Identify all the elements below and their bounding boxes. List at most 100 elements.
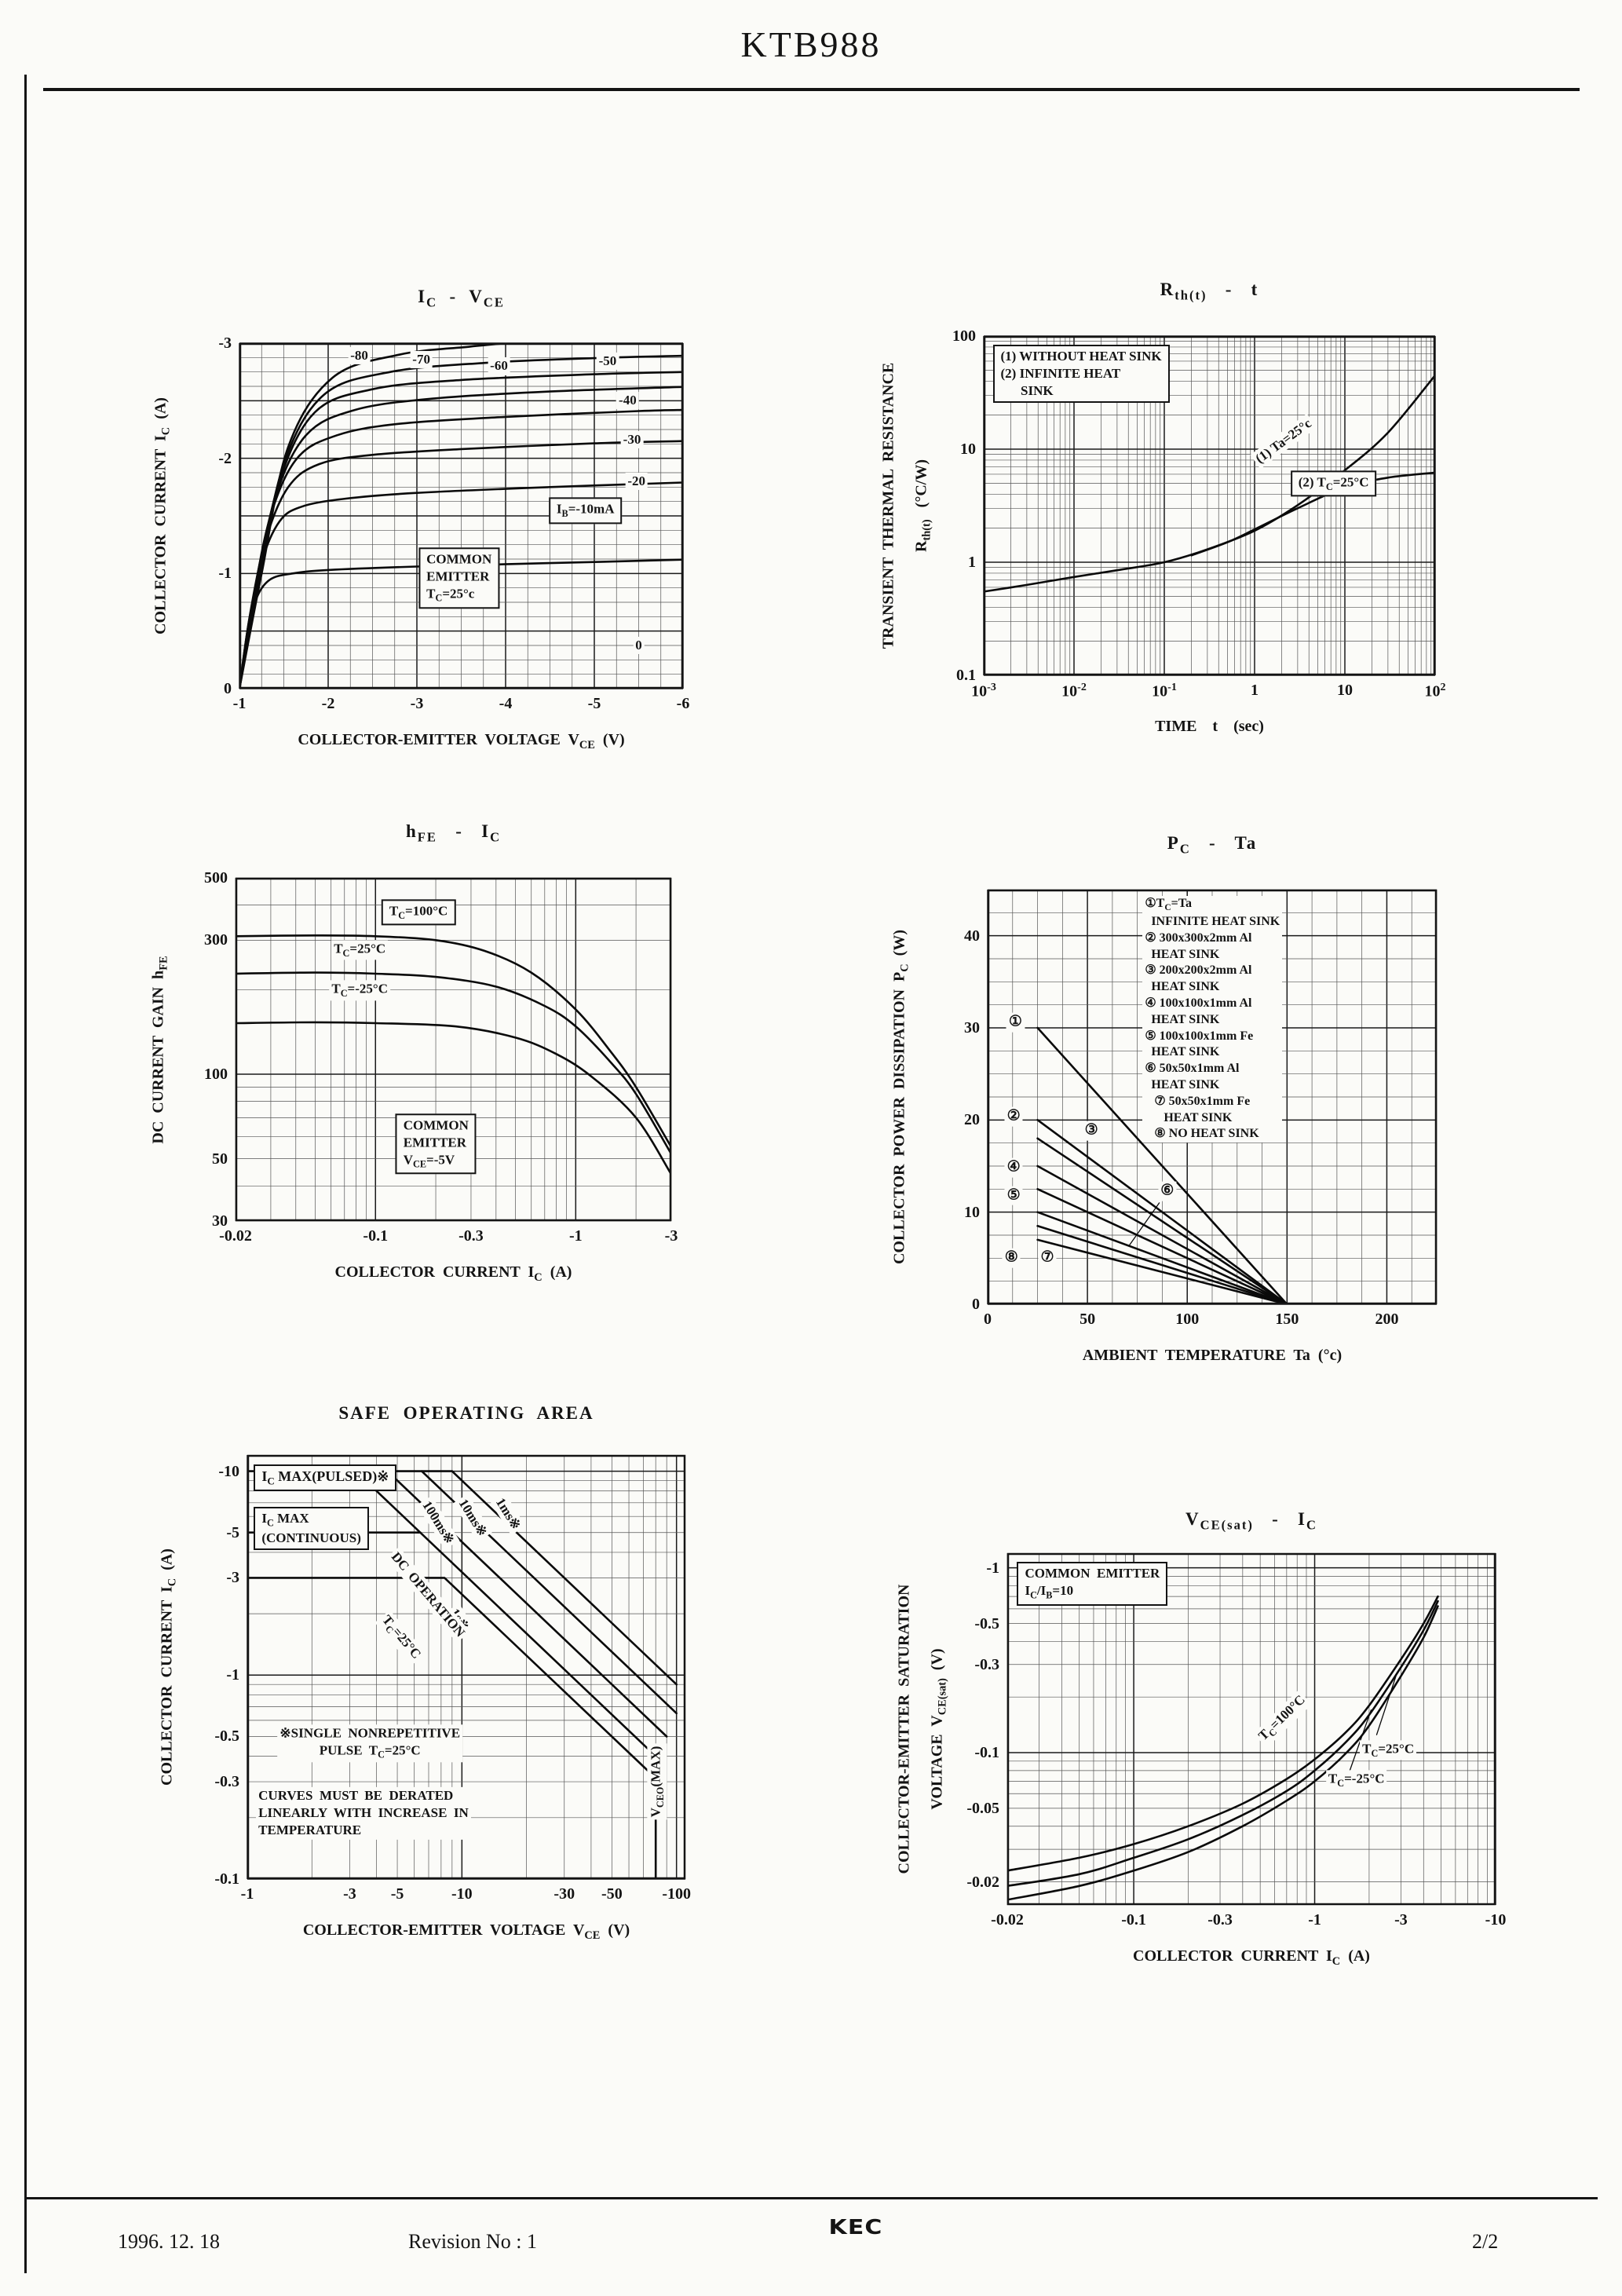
x-tick-label: -100 bbox=[662, 1885, 692, 1903]
plot-border bbox=[983, 335, 1436, 676]
y-tick-label: -0.3 bbox=[974, 1655, 999, 1673]
x-tick-label: -4 bbox=[499, 695, 513, 712]
curve-Tc=25C bbox=[1007, 1600, 1439, 1888]
curve-3-200x200x2mm-Al bbox=[1036, 1137, 1288, 1304]
x-tick-label: 10-2 bbox=[1061, 682, 1087, 700]
annotation: TC=-25°C bbox=[1325, 1770, 1387, 1790]
annotation: VCEO(MAX) bbox=[647, 1743, 667, 1820]
x-axis-title: COLLECTOR-EMITTER VOLTAGE VCE (V) bbox=[298, 731, 625, 751]
annotation: (1) WITHOUT HEAT SINK (2) INFINITE HEAT S… bbox=[992, 344, 1170, 404]
y-tick-label: -1 bbox=[986, 1559, 999, 1577]
x-tick-label: -1 bbox=[240, 1885, 254, 1903]
x-tick-label: -1 bbox=[568, 1227, 583, 1245]
annotation: ③ bbox=[1082, 1121, 1101, 1141]
chart-vcesat-ic: VCE(sat) - IC -0.02 -0.1 -0.3 -1 -3 -10 -1 -0.5 -… bbox=[895, 1509, 1506, 1968]
plot-canvas-ic-vce bbox=[239, 342, 684, 689]
curve-Tc=100C bbox=[1007, 1605, 1439, 1901]
left-border-rule bbox=[24, 75, 27, 2273]
y-tick-label: 30 bbox=[212, 1212, 228, 1230]
chart-ic-vce: IC - VCE -1 -2 -3 -4 -5 -6 0 -1 -2 -3 COLLECTOR-EMI… bbox=[152, 287, 689, 751]
x-tick-label: 10-1 bbox=[1152, 682, 1177, 700]
curve-IB=-70mA bbox=[239, 354, 683, 689]
chart-title-rth-t: Rth(t) - t bbox=[1160, 280, 1259, 303]
page-title: KTB988 bbox=[740, 24, 882, 64]
x-tick-label: -0.02 bbox=[219, 1227, 252, 1245]
y-tick-label: -0.1 bbox=[974, 1744, 999, 1762]
y-tick-label: -3 bbox=[226, 1569, 239, 1587]
y-tick-label: 10 bbox=[964, 1203, 980, 1221]
x-tick-label: -5 bbox=[390, 1885, 404, 1903]
curve-Tc=25C bbox=[236, 971, 671, 1155]
x-tick-label: -1 bbox=[1308, 1911, 1321, 1929]
chart-title-hfe-ic: hFE - IC bbox=[405, 821, 502, 845]
x-tick-label: -50 bbox=[601, 1885, 623, 1903]
y-tick-label: -5 bbox=[226, 1523, 239, 1541]
y-tick-label: -0.3 bbox=[214, 1773, 239, 1791]
annotation: IC MAX(PULSED)※ bbox=[254, 1464, 397, 1492]
annotation: 0 bbox=[633, 636, 645, 655]
x-axis-title: TIME t (sec) bbox=[1155, 718, 1264, 735]
x-tick-label: -1 bbox=[232, 695, 247, 712]
y-tick-label: -10 bbox=[218, 1462, 239, 1480]
y-tick-label: -3 bbox=[218, 335, 232, 352]
x-tick-label: -3 bbox=[664, 1227, 678, 1245]
annotation: IC MAX (CONTINUOUS) bbox=[254, 1506, 369, 1551]
x-tick-label: -0.3 bbox=[458, 1227, 484, 1245]
x-tick-label: 10-3 bbox=[971, 682, 996, 700]
x-tick-label: -10 bbox=[1485, 1911, 1507, 1929]
x-axis-title: AMBIENT TEMPERATURE Ta (°c) bbox=[1082, 1347, 1343, 1364]
curve-Tc=-25C bbox=[236, 1021, 671, 1175]
x-tick-label: 1 bbox=[1251, 682, 1259, 699]
chart-pc-ta: PC - Ta 0 50 100 150 200 0 10 20 30 40 AMBIENT TEMP… bbox=[890, 833, 1438, 1364]
curve-4-100x100x1mm-Al bbox=[1036, 1164, 1288, 1304]
annotation: ⑤ bbox=[1004, 1186, 1023, 1205]
y-tick-label: 100 bbox=[952, 327, 976, 345]
annotation: TC=25°C bbox=[331, 940, 389, 960]
x-axis-title: COLLECTOR CURRENT IC (A) bbox=[1133, 1947, 1370, 1968]
x-tick-label: -0.02 bbox=[991, 1911, 1024, 1929]
annotation: TC=-25°C bbox=[329, 980, 390, 1000]
y-tick-label: -1 bbox=[226, 1666, 239, 1684]
footer-revision: Revision No : 1 bbox=[408, 2230, 537, 2253]
y-axis-title: COLLECTOR POWER DISSIPATION PC (W) bbox=[890, 929, 911, 1265]
y-axis-title: COLLECTOR-EMITTER SATURATION VOLTAGE VCE(… bbox=[895, 1584, 949, 1874]
curve-5-100x100x1mm-Fe bbox=[1036, 1188, 1288, 1304]
y-tick-label: 500 bbox=[204, 869, 228, 887]
annotation: -60 bbox=[488, 357, 510, 375]
chart-rth-t: Rth(t) - t 10-3 10-2 10-1 1 10 102 100 10 1 0.1 TIM… bbox=[879, 280, 1445, 735]
y-tick-label: 40 bbox=[964, 927, 980, 945]
y-tick-label: -0.05 bbox=[966, 1799, 999, 1817]
x-axis-title: COLLECTOR-EMITTER VOLTAGE VCE (V) bbox=[302, 1921, 630, 1942]
annotation: COMMON EMITTER VCE=-5V bbox=[395, 1113, 477, 1175]
plot-canvas-hfe-ic bbox=[235, 877, 672, 1222]
chart-hfe-ic: hFE - IC -0.02 -0.1 -0.3 -1 -3 500 300 100 50 30 CO… bbox=[149, 821, 678, 1284]
x-tick-label: 200 bbox=[1375, 1311, 1399, 1328]
annotation: -70 bbox=[410, 351, 433, 369]
plot-border bbox=[247, 1454, 686, 1880]
x-tick-label: 0 bbox=[984, 1311, 992, 1328]
annotation: ⑧ bbox=[1002, 1248, 1021, 1268]
x-tick-label: -3 bbox=[343, 1885, 356, 1903]
annotation: TC=25°C bbox=[1360, 1740, 1417, 1760]
annotation: -80 bbox=[348, 347, 371, 365]
curve-1-infinite-heat-sink bbox=[1036, 1026, 1288, 1304]
curve-leader-6 bbox=[1128, 1202, 1160, 1246]
curve-2-300x300x2mm-Al bbox=[1036, 1119, 1288, 1304]
annotation: -20 bbox=[625, 472, 648, 491]
y-axis-title: DC CURRENT GAIN hFE bbox=[149, 955, 170, 1144]
curve-Tc=100C bbox=[236, 934, 671, 1149]
title-rule bbox=[43, 88, 1580, 91]
plot-border bbox=[239, 342, 684, 689]
y-axis-title: COLLECTOR CURRENT IC (A) bbox=[152, 397, 173, 634]
annotation: -30 bbox=[620, 431, 644, 449]
kec-logo: KEC bbox=[828, 2216, 883, 2239]
plot-canvas-vcesat-ic bbox=[1006, 1552, 1496, 1906]
footer-date: 1996. 12. 18 bbox=[118, 2230, 220, 2253]
chart-title-safe-operating-area: SAFE OPERATING AREA bbox=[338, 1403, 594, 1423]
x-tick-label: 100 bbox=[1175, 1311, 1200, 1328]
x-tick-label: -30 bbox=[553, 1885, 575, 1903]
x-tick-label: -10 bbox=[451, 1885, 473, 1903]
y-tick-label: -0.1 bbox=[214, 1870, 239, 1888]
y-tick-label: 300 bbox=[204, 931, 228, 949]
